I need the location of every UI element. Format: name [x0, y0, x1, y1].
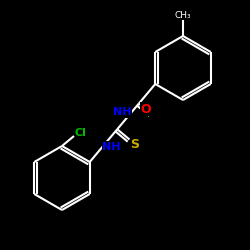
Text: S: S	[130, 138, 139, 150]
Text: CH₃: CH₃	[175, 10, 191, 20]
Text: NH: NH	[113, 107, 132, 117]
Text: NH: NH	[102, 142, 121, 152]
Text: O: O	[140, 103, 151, 116]
Text: Cl: Cl	[74, 128, 86, 138]
